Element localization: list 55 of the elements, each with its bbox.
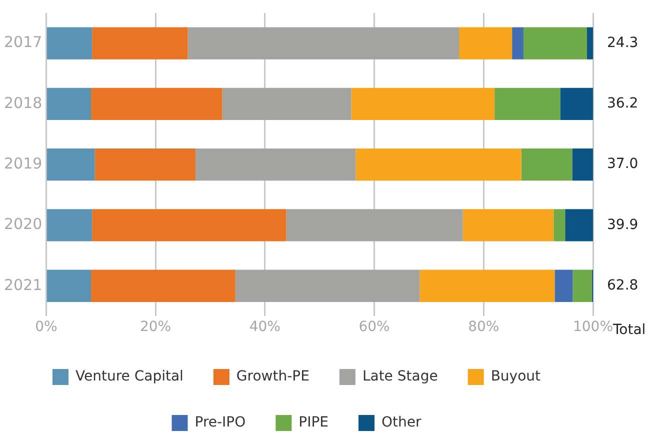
bar [46,27,92,60]
legend-label: PIPE [298,414,329,431]
bar [459,27,512,60]
bar [94,148,196,181]
bar [521,148,572,181]
bar [92,27,188,60]
legend-label: Growth-PE [236,368,310,385]
bar [554,209,566,242]
bar [46,88,92,120]
bar [351,88,495,120]
bar [512,27,524,60]
text: 62.8 [607,278,638,294]
x-tick-label: 0% [35,319,58,336]
y-tick-label: 2021 [4,276,42,294]
bar [572,148,593,181]
x-tick-label: 100% [572,319,614,336]
bar [356,148,522,181]
bar [91,270,236,302]
bar [222,88,352,120]
legend-label: Late Stage [362,368,438,385]
legend-label: Venture Capital [75,368,184,385]
text: 39.9 [607,216,638,233]
text: 36.2 [607,96,638,112]
x-tick-label: 60% [358,319,390,336]
x-tick-label: 40% [249,319,280,336]
bar [554,270,573,302]
bar [46,209,92,242]
bar [92,209,286,242]
text: 37.0 [607,156,638,172]
bar [524,27,587,60]
bar [46,148,95,181]
bar [565,209,593,242]
bar [420,270,555,302]
bar [586,27,593,60]
y-tick-label: 2018 [4,94,42,112]
x-tick-label: 20% [140,319,172,336]
bar [560,88,593,120]
bar [462,209,554,242]
text: 24.3 [607,34,638,51]
bar [195,148,356,181]
bar [235,270,420,302]
text: Total [612,322,646,338]
y-tick-label: 2020 [4,215,42,234]
x-tick-label: 80% [468,319,500,336]
legend-label: Pre-IPO [194,414,246,431]
bar [286,209,463,242]
y-tick-label: 2019 [4,154,42,172]
legend-label: Other [382,414,422,431]
legend-label: Buyout [490,368,542,385]
y-tick-label: 2017 [4,33,42,52]
bar [494,88,560,120]
bar [91,88,222,120]
bar [572,270,592,302]
bar [46,270,92,302]
bar [188,27,460,60]
